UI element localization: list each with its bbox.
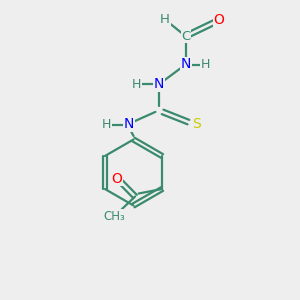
Text: N: N	[124, 118, 134, 131]
Text: H: H	[201, 58, 210, 71]
Text: C: C	[182, 29, 190, 43]
Text: O: O	[112, 172, 122, 185]
Text: N: N	[154, 77, 164, 91]
Text: S: S	[192, 118, 201, 131]
Text: N: N	[181, 58, 191, 71]
Text: H: H	[160, 13, 170, 26]
Text: CH₃: CH₃	[103, 209, 125, 223]
Text: H: H	[132, 77, 141, 91]
Text: O: O	[214, 13, 224, 26]
Text: H: H	[102, 118, 111, 131]
